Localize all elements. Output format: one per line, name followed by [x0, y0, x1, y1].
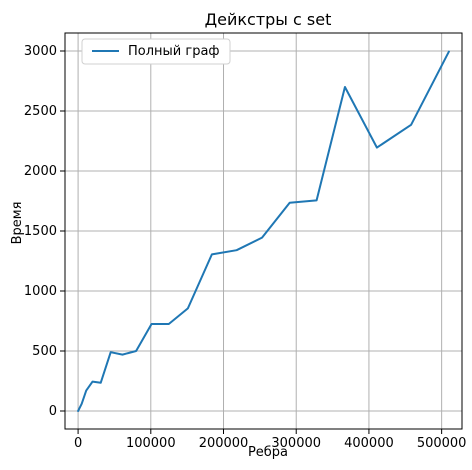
x-tick-label-0: 0	[74, 436, 82, 451]
tick-labels: 0 100000 200000 300000 400000 500000 0 500 1000 1…	[24, 44, 467, 451]
y-tick-label-5: 2500	[24, 104, 57, 119]
y-tick-label-2: 1000	[24, 284, 57, 299]
y-tick-label-0: 0	[49, 404, 57, 419]
x-tick-label-2: 200000	[199, 436, 249, 451]
y-tick-label-4: 2000	[24, 164, 57, 179]
chart-title: Дейкстры с set	[205, 10, 332, 29]
x-tick-label-1: 100000	[126, 436, 176, 451]
y-axis-label: Время	[10, 202, 25, 245]
legend-box	[81, 38, 231, 65]
ticks	[60, 50, 443, 434]
y-tick-label-1: 500	[32, 344, 57, 359]
x-axis-label: Ребра	[248, 445, 288, 460]
legend-label: Полный граф	[128, 44, 220, 59]
series-line-0	[77, 50, 450, 412]
y-tick-label-6: 3000	[24, 44, 57, 59]
grid-lines	[65, 33, 462, 429]
series-group	[77, 50, 450, 412]
x-tick-label-3: 300000	[271, 436, 321, 451]
x-tick-label-4: 400000	[344, 436, 394, 451]
x-tick-label-5: 500000	[417, 436, 467, 451]
legend: Полный граф	[81, 38, 231, 65]
y-tick-label-3: 1500	[24, 224, 57, 239]
